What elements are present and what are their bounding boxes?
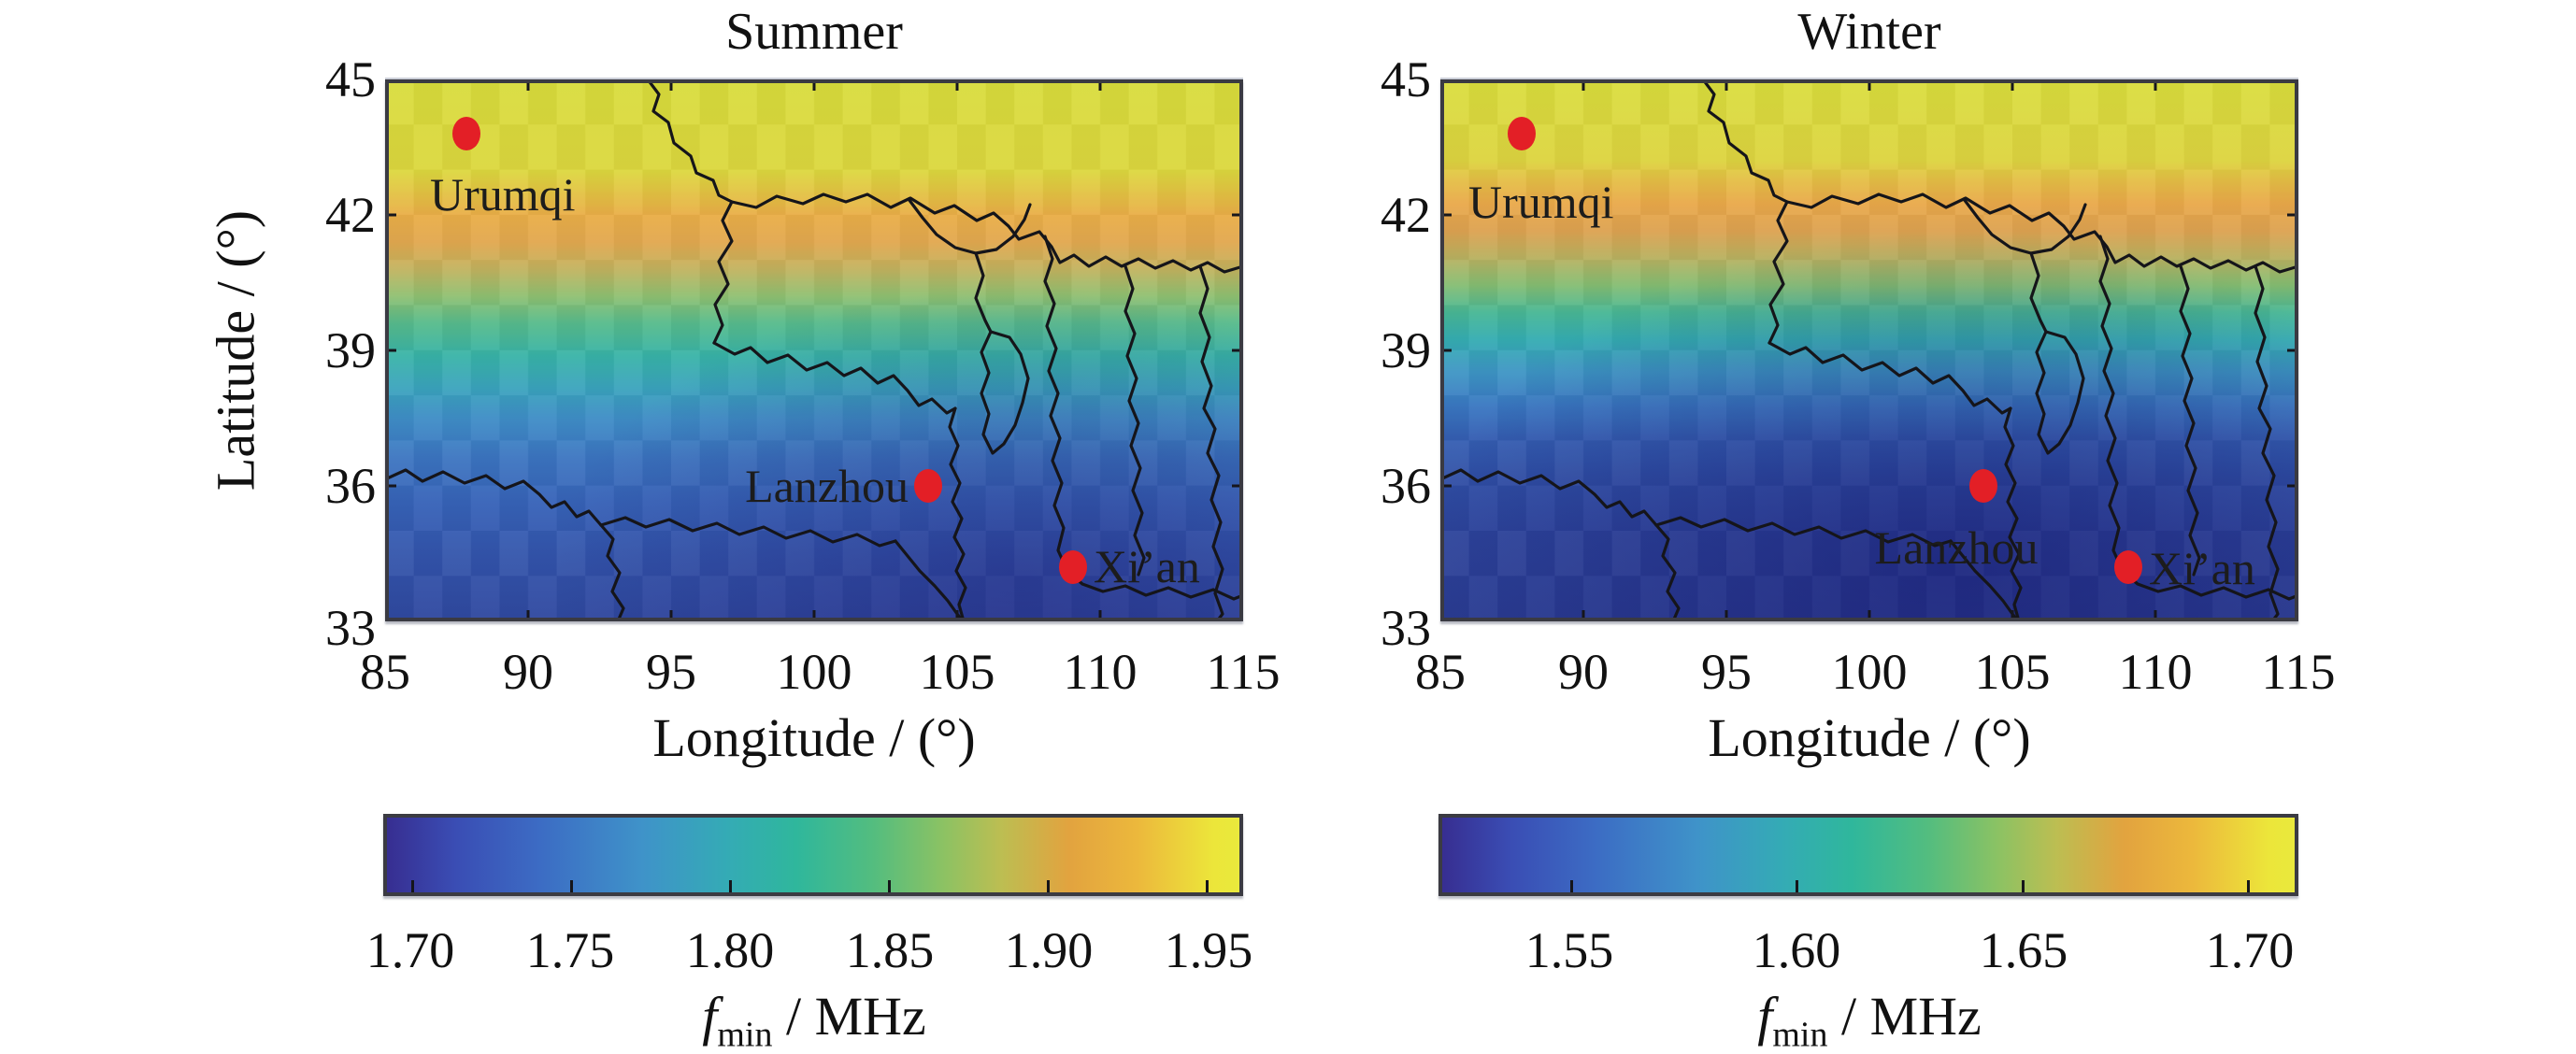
cb-label-1-90-summer: 1.90	[1004, 922, 1094, 978]
city-dot-lanzhou	[1969, 469, 1997, 503]
summer-colorbar-label: fmin / MHz	[385, 985, 1243, 1054]
summer-map: Urumqi Lanzhou Xi’an	[385, 79, 1243, 621]
x-tick-110-winter: 110	[2118, 644, 2193, 700]
x-tick-90-summer: 90	[503, 644, 553, 700]
city-label-urumqi: Urumqi	[430, 168, 576, 221]
y-tick-42-winter: 42	[1381, 187, 1431, 243]
x-axis-label-winter: Longitude / (°)	[1708, 707, 2031, 768]
colorbar-tick	[570, 880, 573, 892]
x-tick-90-winter: 90	[1558, 644, 1609, 700]
y-tick-33-winter: 33	[1381, 600, 1431, 656]
cb-label-1-65-winter: 1.65	[1979, 922, 2068, 978]
map-frame	[1440, 79, 2298, 621]
x-tick-85-winter: 85	[1415, 644, 1466, 700]
cb-label-1-75-summer: 1.75	[525, 922, 615, 978]
panel-title-winter: Winter	[1797, 3, 1941, 61]
map-frame	[385, 79, 1243, 621]
city-dot-urumqi	[1508, 117, 1536, 150]
province-border-lines	[1440, 79, 2298, 621]
fmin-subscript: min	[1772, 1015, 1828, 1054]
x-tick-100-winter: 100	[1831, 644, 1908, 700]
city-label-urumqi: Urumqi	[1468, 176, 1614, 228]
y-tick-36-winter: 36	[1381, 458, 1431, 514]
x-tick-95-winter: 95	[1701, 644, 1752, 700]
cb-label-1-70-summer: 1.70	[365, 922, 455, 978]
x-tick-105-summer: 105	[919, 644, 995, 700]
fmin-symbol: f	[702, 986, 718, 1047]
summer-colorbar	[383, 814, 1243, 896]
winter-map-svg: Urumqi Lanzhou Xi’an	[1440, 79, 2298, 621]
city-label-lanzhou: Lanzhou	[1875, 521, 2039, 574]
colorbar-tick	[2022, 880, 2025, 892]
city-label-lanzhou: Lanzhou	[745, 460, 909, 512]
colorbar-tick	[1047, 880, 1050, 892]
y-tick-45-summer: 45	[325, 51, 376, 107]
panel-title-summer: Summer	[725, 3, 903, 61]
city-dot-xian	[2114, 550, 2142, 584]
winter-colorbar	[1438, 814, 2298, 896]
fmin-unit: / MHz	[1827, 986, 1982, 1047]
winter-colorbar-label: fmin / MHz	[1440, 985, 2298, 1054]
city-dot-lanzhou	[914, 469, 942, 503]
cb-label-1-95-summer: 1.95	[1164, 922, 1253, 978]
colorbar-tick	[888, 880, 891, 892]
cb-label-1-55-winter: 1.55	[1524, 922, 1614, 978]
x-tick-95-summer: 95	[646, 644, 696, 700]
cb-label-1-85-summer: 1.85	[845, 922, 935, 978]
winter-south-dark-region	[1440, 79, 2298, 621]
colorbar-tick	[1206, 880, 1209, 892]
x-tick-115-winter: 115	[2261, 644, 2336, 700]
city-label-xian: Xi’an	[1094, 540, 1200, 592]
y-tick-33-summer: 33	[325, 600, 376, 656]
cb-label-1-80-summer: 1.80	[685, 922, 775, 978]
colorbar-tick	[729, 880, 732, 892]
x-axis-label-summer: Longitude / (°)	[652, 707, 976, 768]
cb-label-1-70-winter: 1.70	[2205, 922, 2295, 978]
colorbar-tick	[411, 880, 414, 892]
province-border-lines	[385, 79, 1243, 621]
y-axis-label-summer: Latitude / (°)	[205, 209, 266, 491]
x-tick-100-summer: 100	[776, 644, 852, 700]
fmin-symbol: f	[1757, 986, 1773, 1047]
x-tick-105-winter: 105	[1974, 644, 2051, 700]
city-label-xian: Xi’an	[2149, 542, 2255, 594]
y-tick-36-summer: 36	[325, 458, 376, 514]
winter-map: Urumqi Lanzhou Xi’an	[1440, 79, 2298, 621]
x-tick-85-summer: 85	[360, 644, 410, 700]
summer-map-svg: Urumqi Lanzhou Xi’an	[385, 79, 1243, 621]
colorbar-tick	[1570, 880, 1573, 892]
x-tick-115-summer: 115	[1206, 644, 1281, 700]
city-dot-xian	[1059, 550, 1087, 584]
y-tick-39-summer: 39	[325, 322, 376, 378]
city-dot-urumqi	[452, 117, 480, 150]
cb-label-1-60-winter: 1.60	[1752, 922, 1841, 978]
y-tick-42-summer: 42	[325, 187, 376, 243]
fmin-subscript: min	[717, 1015, 773, 1054]
fmin-unit: / MHz	[772, 986, 926, 1047]
y-tick-39-winter: 39	[1381, 322, 1431, 378]
colorbar-tick	[1796, 880, 1798, 892]
colorbar-tick	[2247, 880, 2250, 892]
y-tick-45-winter: 45	[1381, 51, 1431, 107]
x-tick-110-summer: 110	[1063, 644, 1138, 700]
